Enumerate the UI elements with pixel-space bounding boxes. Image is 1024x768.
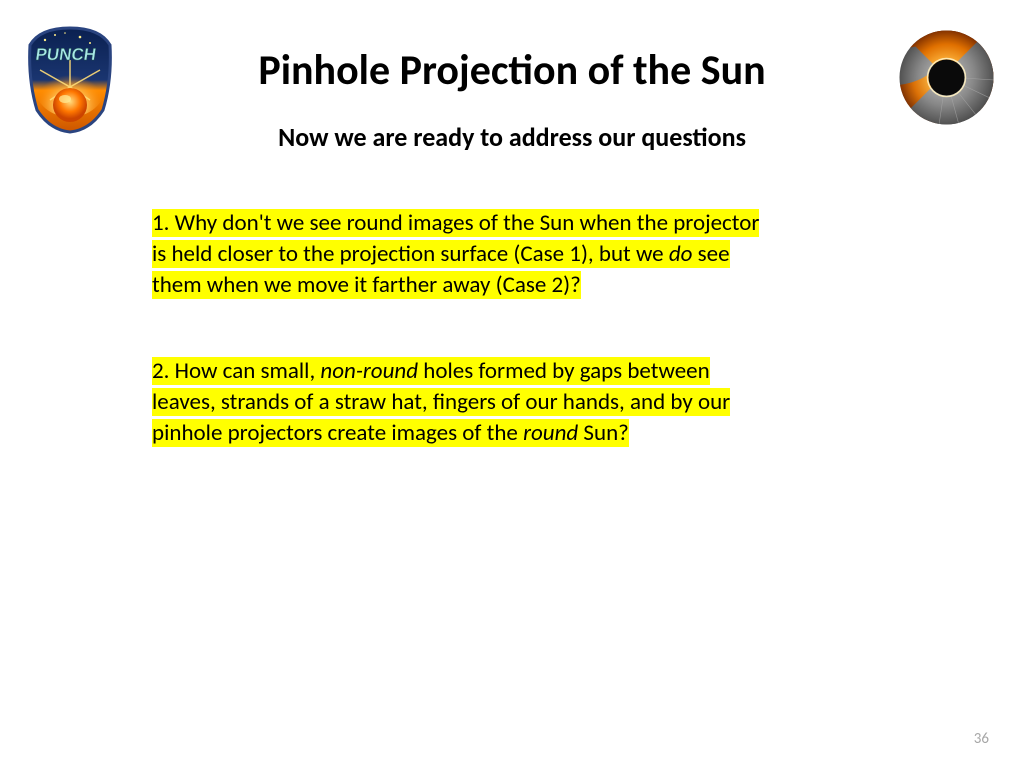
content-area: 1. Why don't we see round images of the … [152, 208, 872, 449]
q2-emphasis-round: round [523, 419, 578, 447]
q1-line3: them when we move it farther away (Case … [152, 271, 581, 299]
q2-line1b: holes formed by gaps between [418, 357, 710, 385]
question-2: 2. How can small, non-round holes formed… [152, 356, 872, 449]
q1-emphasis-do: do [669, 240, 693, 268]
question-1: 1. Why don't we see round images of the … [152, 208, 872, 301]
page-number: 36 [974, 730, 989, 748]
q1-line2a: is held closer to the projection surface… [152, 240, 669, 268]
slide-container: PUNCH [0, 0, 1024, 768]
q2-emphasis-nonround: non-round [320, 357, 418, 385]
slide-subtitle: Now we are ready to address our question… [40, 121, 984, 153]
q2-line3a: pinhole projectors create images of the [152, 419, 523, 447]
q2-line2: leaves, strands of a straw hat, fingers … [152, 388, 730, 416]
eclipse-icon [899, 30, 994, 125]
q1-line1: 1. Why don't we see round images of the … [152, 209, 759, 237]
svg-text:PUNCH: PUNCH [34, 45, 97, 64]
q2-line1a: 2. How can small, [152, 357, 320, 385]
slide-title: Pinhole Projection of the Sun [40, 45, 984, 96]
punch-logo: PUNCH [25, 25, 115, 135]
q2-line3b: Sun? [578, 419, 629, 447]
q1-line2b: see [692, 240, 729, 268]
